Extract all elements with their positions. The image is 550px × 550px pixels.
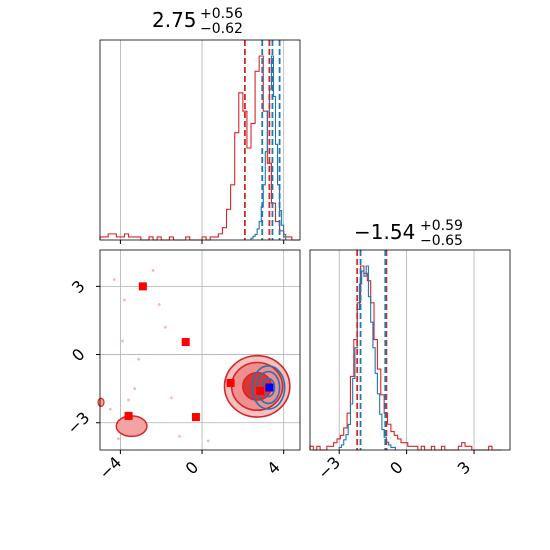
red-edge-contour (97, 397, 105, 407)
param-1-title-minus: −0.62 (200, 21, 243, 37)
param-2-title-value: −1.54 (354, 220, 416, 244)
param-1-frame (99, 39, 301, 241)
param-2-title: −1.54 +0.59 −0.65 (354, 218, 463, 249)
scatter-point (112, 278, 116, 281)
scatter-point (151, 269, 155, 272)
param-2-hist-blue (338, 265, 396, 450)
blue-contour (251, 365, 286, 410)
scatter-point (133, 387, 137, 391)
red-square-marker (256, 386, 265, 395)
scatter-point (178, 434, 181, 438)
param-2-title-plus: +0.59 (420, 218, 463, 234)
axes-frames (99, 39, 511, 451)
diag2-x-tick-label: −3 (314, 453, 344, 483)
red-square-marker (124, 411, 133, 420)
y-tick-label: 3 (68, 276, 89, 297)
y-tick-label: −3 (63, 408, 93, 438)
param-1-title-value: 2.75 (152, 8, 197, 32)
x-tick-label: 0 (182, 458, 203, 479)
grid-layer (100, 40, 475, 450)
red-square-marker (191, 413, 200, 422)
diag2-x-tick-label: 0 (386, 458, 407, 479)
red-square-marker (138, 282, 147, 291)
scatter-point (123, 298, 126, 302)
y-tick-label: 0 (68, 345, 89, 366)
param-2-histogram-panel (309, 250, 503, 451)
scatter-point (163, 325, 167, 329)
param-1-title: 2.75 +0.56 −0.62 (152, 6, 243, 37)
param-1-hist-blue (250, 55, 287, 240)
x-tick-label: −4 (95, 453, 125, 483)
param-1-histogram-panel (99, 40, 300, 241)
scatter-point (116, 437, 120, 441)
param-2-frame (309, 249, 511, 451)
scatter-point (127, 398, 130, 402)
red-square-marker (226, 378, 235, 387)
scatter-point (108, 407, 112, 411)
scatter-point (170, 396, 173, 400)
param-2-title-minus: −0.65 (420, 233, 463, 249)
joint-frame (99, 249, 301, 451)
scatter-point (206, 439, 210, 443)
blue-square-marker (265, 383, 274, 392)
x-tick-label: 4 (263, 458, 284, 479)
param-1-title-plus: +0.56 (200, 6, 243, 22)
red-square-marker (181, 338, 190, 347)
joint-panel (97, 269, 291, 443)
scatter-point (157, 303, 161, 306)
scatter-point (121, 339, 124, 343)
scatter-point (137, 357, 141, 361)
param-2-hist-red (309, 265, 503, 451)
diag2-x-tick-label: 3 (454, 458, 475, 479)
